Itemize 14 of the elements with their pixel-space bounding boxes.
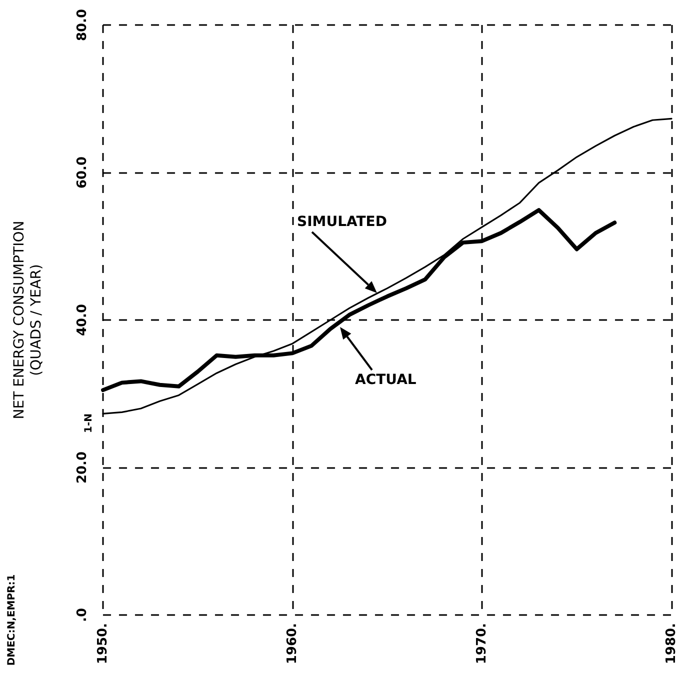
x-tick-label: 1970. [474,623,490,664]
annotation: ACTUAL [355,372,416,388]
x-tick-label: 1980. [664,623,678,664]
text: DMEC:N,EMPR:1 [6,574,18,666]
y-tick-label: 80.0 [75,8,90,42]
y-tick-label: .0 [75,608,90,622]
text: 1-N [84,414,94,433]
x-tick-label: 1950. [96,623,110,664]
y-tick-label: 20.0 [75,451,90,484]
y-tick-label: 40.0 [75,304,90,336]
x-tick-label: 1960. [285,623,300,664]
y-axis-title: NET ENERGY CONSUMPTION (QUADS / YEAR) [12,220,44,420]
y-tick-label: 60.0 [75,156,90,189]
annotation: SIMULATED [297,214,387,230]
